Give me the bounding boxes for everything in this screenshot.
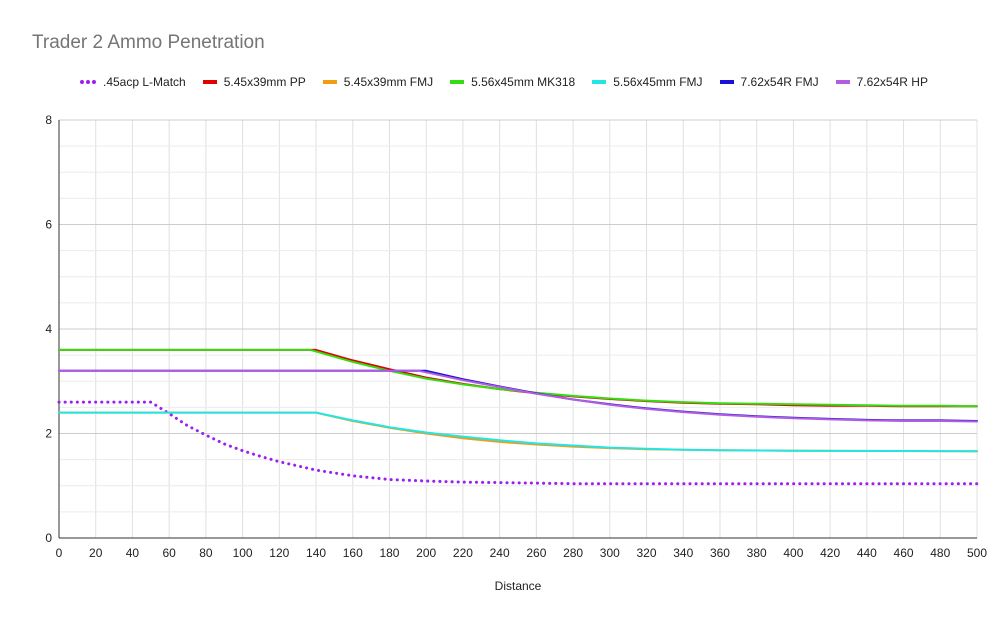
x-tick-label: 0 — [56, 546, 63, 560]
x-tick-label: 480 — [930, 546, 950, 560]
legend-label: 5.56x45mm MK318 — [471, 75, 576, 89]
x-tick-label: 240 — [490, 546, 510, 560]
x-tick-label: 420 — [820, 546, 840, 560]
legend-swatch — [80, 80, 96, 84]
x-tick-label: 380 — [747, 546, 767, 560]
x-tick-label: 360 — [710, 546, 730, 560]
x-tick-label: 320 — [637, 546, 657, 560]
x-tick-label: 140 — [306, 546, 326, 560]
x-tick-label: 100 — [233, 546, 253, 560]
legend-swatch — [719, 80, 734, 84]
legend-label: 5.45x39mm FMJ — [343, 75, 434, 89]
y-tick-label: 6 — [45, 218, 52, 232]
x-tick-label: 300 — [600, 546, 620, 560]
legend-label: .45acp L-Match — [103, 75, 186, 89]
series-line-6 — [58, 369, 978, 423]
series-line-0 — [57, 400, 979, 486]
x-tick-label: 200 — [416, 546, 436, 560]
legend-swatch — [592, 80, 607, 84]
legend-swatch — [835, 80, 850, 84]
x-tick-label: 260 — [526, 546, 546, 560]
x-tick-label: 340 — [673, 546, 693, 560]
x-tick-label: 80 — [199, 546, 213, 560]
x-tick-label: 60 — [162, 546, 176, 560]
x-tick-label: 40 — [126, 546, 140, 560]
series-layer — [57, 348, 979, 486]
legend-swatch — [322, 80, 337, 84]
legend-label: 7.62x54R FMJ — [740, 75, 819, 89]
x-tick-label: 500 — [967, 546, 987, 560]
legend: .45acp L-Match 5.45x39mm PP 5.45x39mm FMJ 5… — [80, 75, 945, 89]
legend-item[interactable]: 5.56x45mm FMJ — [592, 75, 703, 89]
legend-label: 5.45x39mm PP — [223, 75, 306, 89]
x-tick-label: 440 — [857, 546, 877, 560]
legend-item[interactable]: 5.56x45mm MK318 — [450, 75, 575, 89]
x-tick-label: 180 — [379, 546, 399, 560]
series-line-1 — [58, 348, 978, 408]
x-tick-label: 120 — [269, 546, 289, 560]
legend-item[interactable]: 5.45x39mm FMJ — [322, 75, 434, 89]
series-line-4 — [58, 411, 978, 453]
legend-label: 5.56x45mm FMJ — [613, 75, 703, 89]
x-tick-label: 400 — [783, 546, 803, 560]
chart-title: Trader 2 Ammo Penetration — [32, 32, 265, 53]
y-tick-label: 0 — [45, 531, 52, 545]
tick-labels: 0 20 40 60 80 100 120 140 160 180 200 220 240 260 280 3… — [45, 113, 987, 560]
legend-item[interactable]: .45acp L-Match — [80, 75, 186, 89]
series-line-3 — [58, 348, 978, 408]
x-tick-label: 220 — [453, 546, 473, 560]
grid-lines — [58, 119, 978, 539]
y-tick-label: 2 — [45, 427, 52, 441]
legend-item[interactable]: 7.62x54R HP — [835, 75, 928, 89]
x-tick-label: 460 — [894, 546, 914, 560]
x-tick-label: 20 — [89, 546, 103, 560]
legend-swatch — [450, 80, 465, 84]
legend-item[interactable]: 7.62x54R FMJ — [719, 75, 819, 89]
x-axis-title: Distance — [495, 579, 542, 593]
axes — [58, 120, 977, 539]
legend-item[interactable]: 5.45x39mm PP — [202, 75, 306, 89]
y-tick-label: 8 — [45, 113, 52, 127]
legend-label: 7.62x54R HP — [856, 75, 928, 89]
x-tick-label: 280 — [563, 546, 583, 560]
y-tick-label: 4 — [45, 322, 52, 336]
legend-swatch — [202, 80, 217, 84]
x-tick-label: 160 — [343, 546, 363, 560]
